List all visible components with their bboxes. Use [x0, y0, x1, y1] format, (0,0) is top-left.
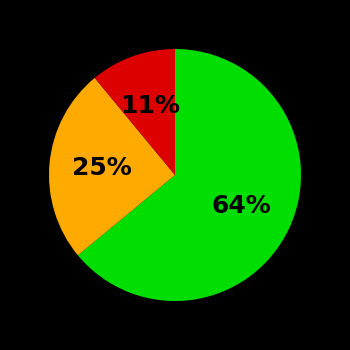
Text: 11%: 11% [120, 94, 180, 118]
Text: 64%: 64% [211, 194, 271, 218]
Text: 25%: 25% [72, 156, 132, 180]
Wedge shape [78, 49, 301, 301]
Wedge shape [95, 49, 175, 175]
Wedge shape [49, 78, 175, 255]
